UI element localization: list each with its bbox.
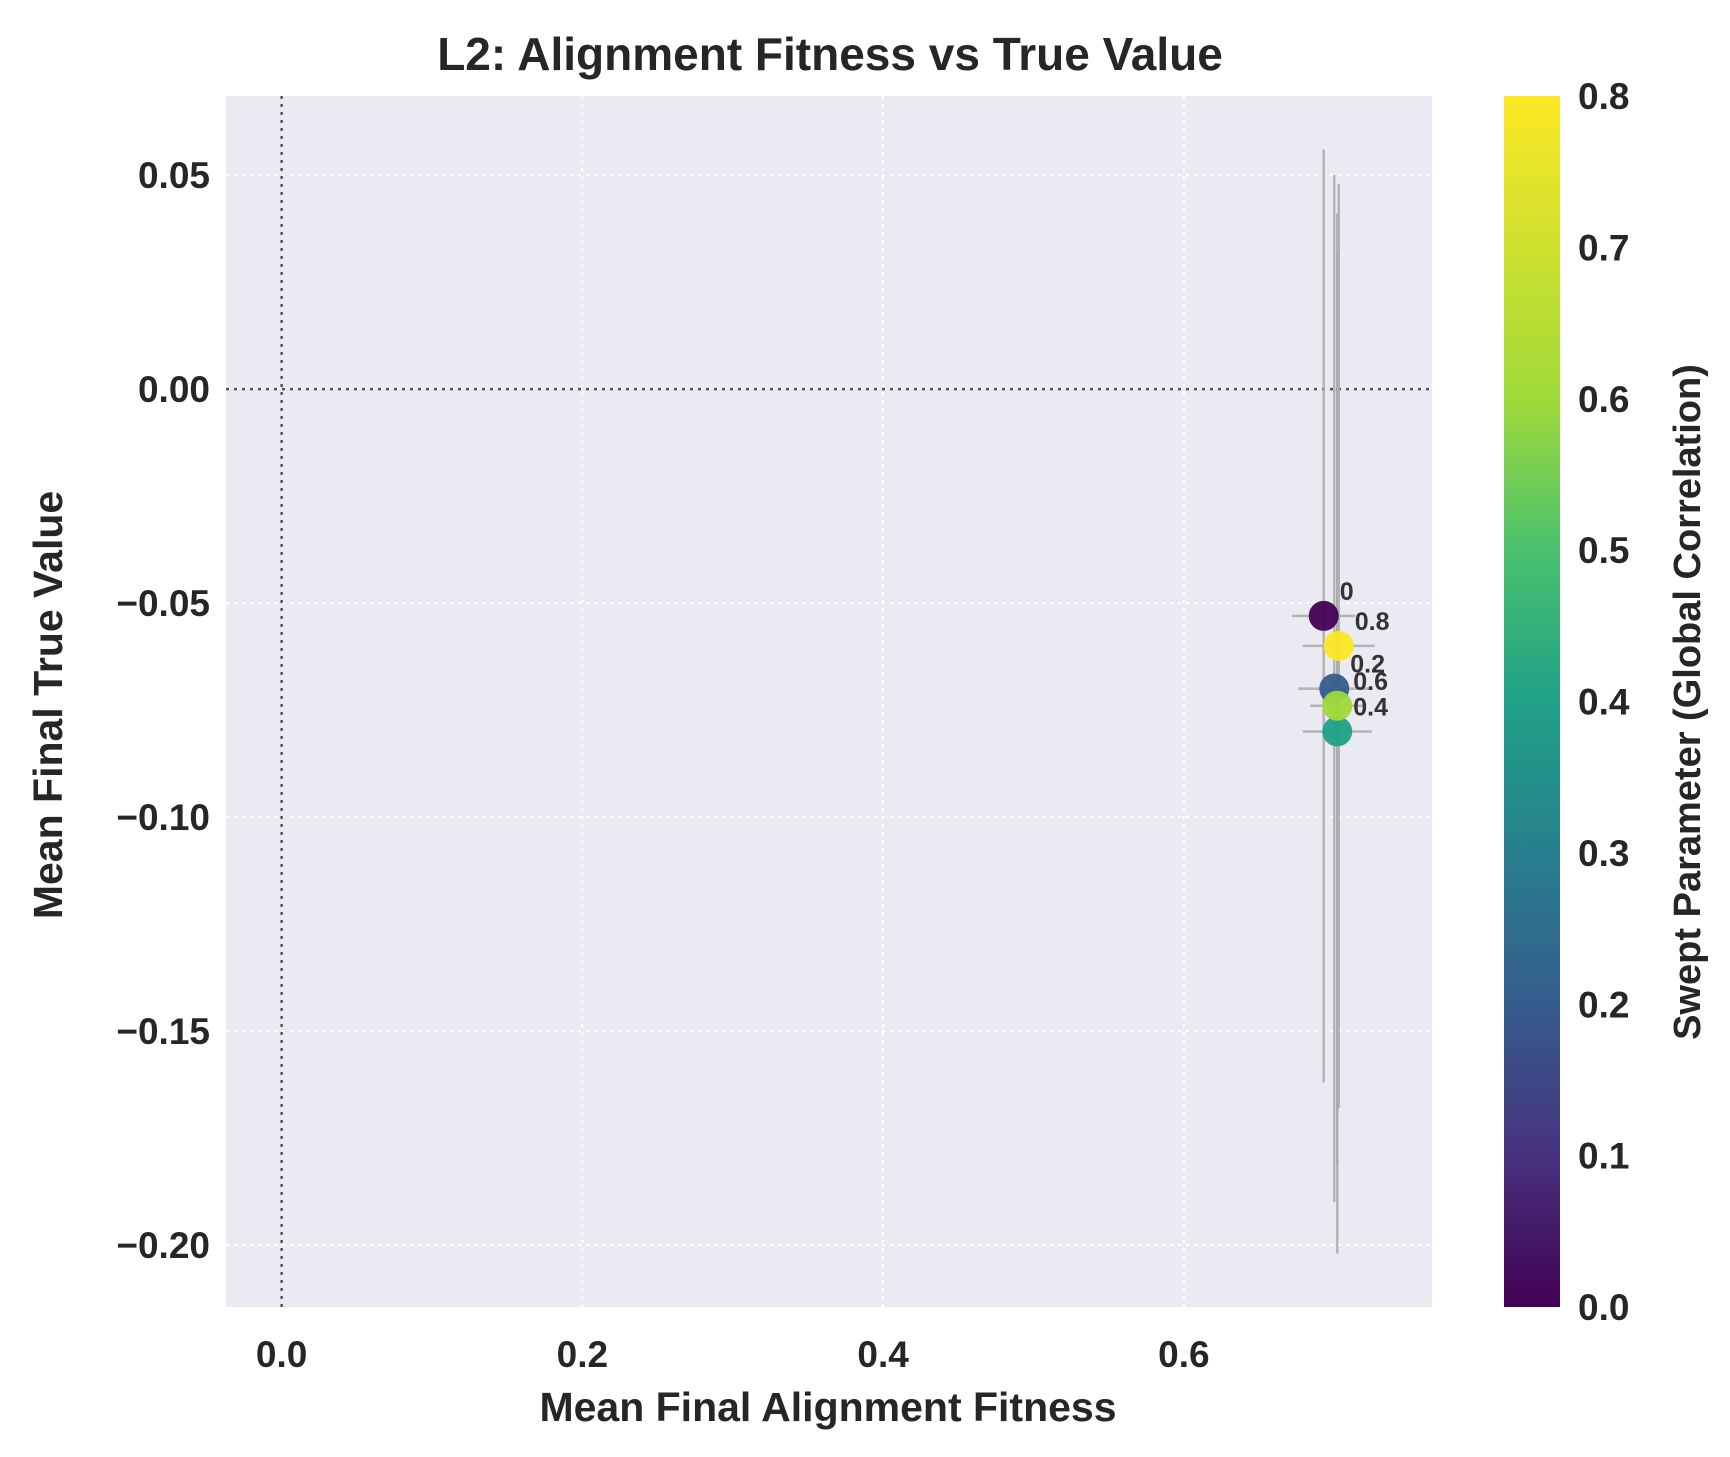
- point-label: 0.8: [1355, 608, 1390, 636]
- y-tick-label: 0.05: [138, 155, 210, 196]
- data-point: [1322, 690, 1353, 721]
- point-layer: [1308, 600, 1354, 747]
- x-tick-labels: 0.0 0.2 0.4 0.6: [256, 1334, 1210, 1375]
- point-label: 0: [1340, 578, 1354, 606]
- reference-lines: [226, 96, 1432, 1307]
- x-tick-label: 0.4: [857, 1334, 909, 1375]
- point-label: 0.2: [1350, 651, 1385, 679]
- y-tick-label: −0.15: [116, 1011, 210, 1052]
- colorbar-tick-label: 0.5: [1578, 530, 1629, 571]
- y-tick-label: −0.20: [116, 1225, 210, 1266]
- point-label-layer: 0 0.2 0.40.6 0.8: [1340, 578, 1390, 722]
- colorbar-tick-label: 0.6: [1578, 379, 1629, 420]
- colorbar: [1504, 96, 1560, 1307]
- x-tick-label: 0.6: [1158, 1334, 1209, 1375]
- data-point: [1323, 630, 1354, 661]
- data-point: [1322, 716, 1353, 747]
- x-axis-label: Mean Final Alignment Fitness: [539, 1384, 1116, 1430]
- x-tick-label: 0.0: [256, 1334, 307, 1375]
- colorbar-tick-label: 0.4: [1578, 682, 1630, 723]
- colorbar-tick-label: 0.2: [1578, 984, 1629, 1025]
- colorbar-tick-labels: 0.0 0.1 0.2 0.3 0.4 0.5 0.6 0.7 0.8: [1578, 76, 1630, 1328]
- colorbar-label: Swept Parameter (Global Correlation): [1667, 364, 1709, 1040]
- point-label: 0.4: [1353, 693, 1388, 721]
- colorbar-tick-label: 0.7: [1578, 227, 1629, 268]
- data-point: [1308, 600, 1339, 631]
- y-axis-label: Mean Final True Value: [25, 491, 71, 919]
- y-tick-label: −0.05: [116, 583, 210, 624]
- plot-area: [226, 96, 1432, 1307]
- colorbar-tick-label: 0.0: [1578, 1287, 1629, 1328]
- colorbar-tick-label: 0.8: [1578, 76, 1629, 117]
- chart-title: L2: Alignment Fitness vs True Value: [437, 28, 1223, 80]
- y-tick-label: 0.00: [138, 369, 210, 410]
- point-label: 0.6: [1353, 668, 1388, 696]
- grid-layer: [226, 96, 1432, 1307]
- colorbar-tick-label: 0.3: [1578, 833, 1629, 874]
- y-tick-label: −0.10: [116, 797, 210, 838]
- y-tick-labels: 0.05 0.00 −0.05 −0.10 −0.15 −0.20: [116, 155, 210, 1266]
- colorbar-tick-label: 0.1: [1578, 1136, 1629, 1177]
- x-tick-label: 0.2: [557, 1334, 608, 1375]
